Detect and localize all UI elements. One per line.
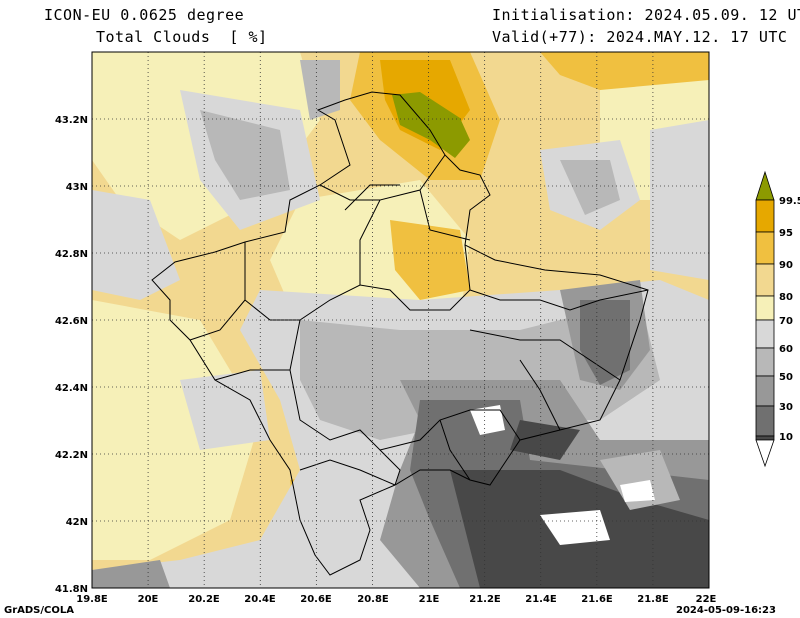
- colorbar-label: 30: [779, 402, 793, 413]
- y-tick-label: 43N: [66, 182, 88, 193]
- map-frame: [91, 51, 710, 589]
- init-time: Initialisation: 2024.05.09. 12 UTC: [492, 6, 800, 24]
- x-tick-label: 21.2E: [469, 594, 501, 605]
- colorbar-label: 80: [779, 292, 793, 303]
- colorbar-label: 70: [779, 316, 793, 327]
- valid-time: Valid(+77): 2024.MAY.12. 17 UTC: [492, 28, 788, 46]
- y-axis: 41.8N 42N 42.2N 42.4N 42.6N 42.8N 43N 43…: [55, 115, 88, 595]
- grid-lines: [92, 52, 709, 588]
- colorbar-label: 50: [779, 372, 793, 383]
- colorbar-segment: [755, 347, 775, 377]
- x-tick-label: 20.6E: [300, 594, 332, 605]
- x-tick-label: 22E: [696, 594, 717, 605]
- field-title: Total Clouds [ %]: [96, 28, 268, 46]
- y-tick-label: 42.2N: [55, 450, 88, 461]
- x-tick-label: 20.4E: [244, 594, 276, 605]
- colorbar-segment: [755, 375, 775, 407]
- colorbar-segment: [755, 263, 775, 297]
- colorbar-segment: [755, 435, 775, 441]
- y-tick-label: 42.6N: [55, 316, 88, 327]
- x-tick-label: 20.2E: [188, 594, 220, 605]
- colorbar: 99.5 95 90 80 70 60 50 30 10: [755, 170, 800, 468]
- y-tick-label: 42N: [66, 517, 88, 528]
- colorbar-label: 10: [779, 432, 793, 443]
- y-tick-label: 42.4N: [55, 383, 88, 394]
- grads-credit: GrADS/COLA: [4, 605, 74, 616]
- x-tick-label: 21E: [419, 594, 440, 605]
- x-tick-label: 21.6E: [581, 594, 613, 605]
- x-axis: 19.8E 20E 20.2E 20.4E 20.6E 20.8E 21E 21…: [76, 594, 716, 605]
- colorbar-segment: [755, 319, 775, 349]
- render-timestamp: 2024-05-09-16:23: [676, 605, 776, 616]
- colorbar-label: 90: [779, 260, 793, 271]
- cloud-field: [92, 52, 709, 588]
- colorbar-segment: [755, 295, 775, 321]
- x-tick-label: 20.8E: [357, 594, 389, 605]
- colorbar-label: 99.5: [779, 196, 800, 207]
- x-tick-label: 19.8E: [76, 594, 108, 605]
- model-title: ICON-EU 0.0625 degree: [44, 6, 245, 24]
- x-tick-label: 21.4E: [525, 594, 557, 605]
- y-tick-label: 43.2N: [55, 115, 88, 126]
- x-tick-label: 20E: [138, 594, 159, 605]
- colorbar-segment: [755, 231, 775, 265]
- colorbar-top-triangle: [755, 170, 775, 201]
- y-tick-label: 42.8N: [55, 249, 88, 260]
- colorbar-bottom-triangle: [755, 439, 775, 468]
- colorbar-segment: [755, 405, 775, 437]
- colorbar-label: 60: [779, 344, 793, 355]
- y-tick-label: 41.8N: [55, 584, 88, 595]
- x-tick-label: 21.8E: [637, 594, 669, 605]
- colorbar-label: 95: [779, 228, 793, 239]
- colorbar-segment: [755, 199, 775, 233]
